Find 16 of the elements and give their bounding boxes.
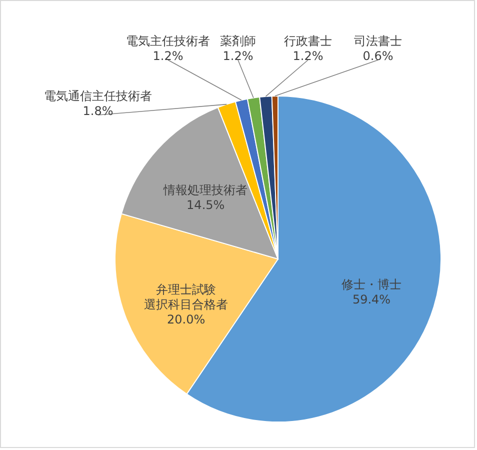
slice-label: 薬剤師: [220, 34, 256, 48]
data-label: 1.2%: [292, 49, 324, 63]
slice-label: 行政書士: [284, 34, 332, 48]
data-label: 20.0%: [166, 312, 206, 326]
data-label: 0.6%: [362, 49, 394, 63]
data-label: 59.4%: [352, 292, 391, 307]
data-label: 1.2%: [222, 49, 254, 63]
data-label: 1.2%: [152, 49, 184, 63]
slice-label: 修士・博士: [342, 278, 402, 292]
slice-label: 司法書士: [354, 34, 402, 48]
data-label: 1.8%: [82, 104, 114, 118]
slice-label: 電気主任技術者: [126, 34, 210, 48]
slice-label: 弁理士試験選択科目合格者: [144, 282, 228, 312]
slice-label: 情報処理技術者: [162, 183, 248, 198]
slice-label: 電気通信主任技術者: [44, 89, 152, 103]
data-label: 14.5%: [186, 198, 225, 212]
